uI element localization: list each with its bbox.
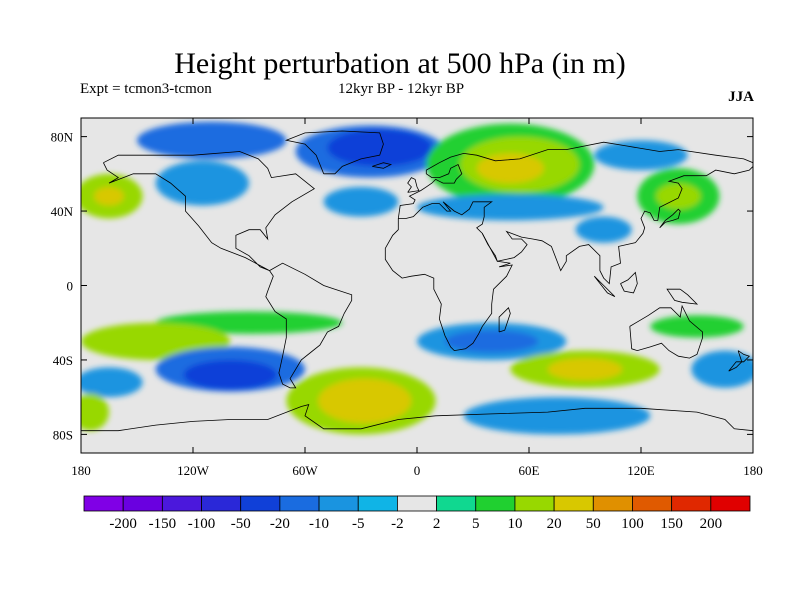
colorbar-box — [83, 495, 124, 512]
coastline-14 — [737, 350, 751, 363]
colorbar-box — [710, 495, 751, 512]
colorbar-box — [318, 495, 359, 512]
colorbar-label: 150 — [660, 516, 683, 532]
anomaly-contour-27 — [463, 397, 651, 435]
anomaly-contour-13 — [655, 183, 701, 210]
coastline-16 — [372, 162, 393, 169]
anomaly-contour-2 — [94, 186, 124, 206]
season-label: JJA — [728, 89, 754, 105]
y-tick-label: 40S — [53, 353, 73, 368]
colorbar-label: 200 — [700, 516, 723, 532]
colorbar-label: 5 — [472, 516, 480, 532]
colorbar-box — [553, 495, 594, 512]
colorbar-box — [592, 495, 633, 512]
anomaly-contour-3 — [155, 160, 249, 206]
map-plot-area — [81, 118, 753, 453]
coastline-12 — [620, 271, 638, 294]
x-tick-label: 60W — [292, 463, 318, 478]
colorbar-label: -5 — [352, 516, 365, 532]
y-tick-label: 40N — [51, 204, 74, 219]
x-tick-label: 180 — [71, 463, 91, 478]
colorbar-label: -2 — [391, 516, 404, 532]
anomaly-contour-20 — [81, 393, 109, 431]
colorbar-box — [161, 495, 202, 512]
colorbar-box — [201, 495, 242, 512]
anomaly-contour-24 — [445, 330, 539, 353]
coastline-9 — [659, 208, 681, 229]
coastline-10 — [666, 288, 699, 305]
coastline-8 — [407, 177, 420, 193]
coastline-13 — [498, 307, 511, 333]
colorbar-label: -150 — [149, 516, 177, 532]
colorbar-label: 100 — [621, 516, 644, 532]
colorbar-label: -100 — [188, 516, 216, 532]
colorbar-box — [436, 495, 477, 512]
coastline-6 — [629, 304, 703, 359]
coastline-5 — [481, 166, 753, 285]
colorbar-label: 20 — [547, 516, 562, 532]
colorbar-label: -20 — [270, 516, 290, 532]
x-tick-label: 0 — [414, 463, 421, 478]
anomaly-contour-18 — [183, 359, 277, 390]
anomaly-contour-10 — [417, 194, 604, 221]
anomaly-contour-4 — [323, 186, 399, 217]
coastline-3 — [397, 141, 753, 219]
experiment-label: Expt = tcmon3-tcmon — [80, 81, 212, 97]
anomaly-contour-9 — [476, 153, 544, 184]
anomaly-contour-29 — [691, 350, 753, 388]
coastline-0 — [103, 151, 316, 271]
anomaly-contour-11 — [594, 140, 688, 171]
y-tick-label: 0 — [67, 279, 74, 294]
colorbar-label: -50 — [231, 516, 251, 532]
x-tick-label: 60E — [519, 463, 540, 478]
anomaly-contour-26 — [547, 358, 623, 381]
colorbar-box — [357, 495, 398, 512]
colorbar-box — [475, 495, 516, 512]
coastline-7 — [81, 404, 753, 432]
colorbar-label: -10 — [309, 516, 329, 532]
colorbar-box — [632, 495, 673, 512]
colorbar-box — [122, 495, 163, 512]
colorbar-label: 2 — [433, 516, 441, 532]
anomaly-contour-22 — [318, 378, 412, 424]
x-tick-label: 120E — [627, 463, 655, 478]
colorbar-box — [279, 495, 320, 512]
period-label: 12kyr BP - 12kyr BP — [338, 81, 465, 97]
x-tick-label: 120W — [177, 463, 210, 478]
chart-title: Height perturbation at 500 hPa (in m) — [174, 47, 626, 80]
coastline-1 — [265, 262, 353, 389]
coastline-11 — [593, 275, 616, 298]
colorbar-box — [397, 495, 437, 512]
anomaly-contour-6 — [327, 129, 432, 167]
colorbar-box — [240, 495, 281, 512]
colorbar-label: 10 — [507, 516, 522, 532]
map-axes: 180 120W 60W 0 60E 120E 180 80N 40N 0 40S 80S — [51, 117, 763, 478]
anomaly-contour-0 — [137, 121, 287, 159]
colorbar-box — [671, 495, 712, 512]
colorbar-label: 50 — [586, 516, 601, 532]
y-tick-label: 80N — [51, 130, 74, 145]
colorbar-label: -200 — [109, 516, 137, 532]
y-tick-label: 80S — [53, 427, 73, 442]
coastline-2 — [284, 130, 384, 175]
coastline-4 — [384, 201, 513, 352]
anomaly-contour-19 — [81, 367, 143, 398]
x-tick-label: 180 — [743, 463, 763, 478]
anomaly-contour-28 — [650, 315, 744, 338]
colorbar-box — [514, 495, 555, 512]
anomaly-contour-14 — [575, 216, 632, 243]
coastlines — [81, 130, 753, 432]
colorbar: -200 -150 -100 -50 -20 -10 -5 -2 2 5 10 20 50 100 150 2… — [83, 495, 751, 532]
coastline-15 — [728, 361, 743, 372]
